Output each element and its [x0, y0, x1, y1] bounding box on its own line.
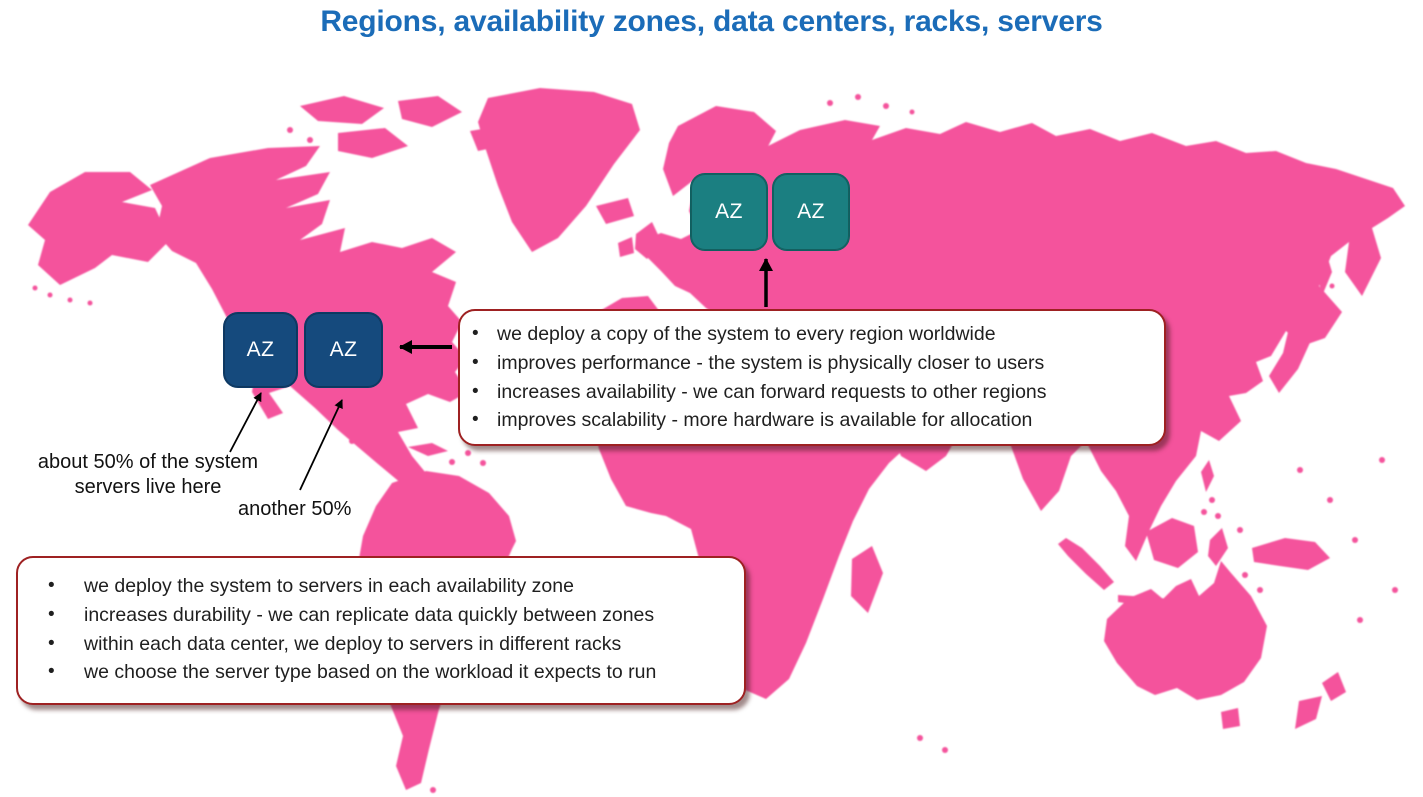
zone-deployment-list: we deploy the system to servers in each … [18, 558, 744, 687]
west-servers-note-line2: servers live here [74, 476, 222, 498]
west-servers-note-line1: about 50% of the system [37, 451, 259, 473]
bullet-item: we deploy a copy of the system to every … [472, 320, 1164, 349]
az-label: AZ [246, 338, 275, 361]
az-label: AZ [329, 338, 358, 361]
bullet-item: we deploy the system to servers in each … [48, 572, 744, 601]
callout-zone-deployment: we deploy the system to servers in each … [16, 556, 746, 705]
bullet-item: increases durability - we can replicate … [48, 601, 744, 630]
bullet-item: we choose the server type based on the w… [48, 658, 744, 687]
bullet-item: within each data center, we deploy to se… [48, 630, 744, 659]
bullet-item: improves performance - the system is phy… [472, 349, 1164, 378]
bullet-item: improves scalability - more hardware is … [472, 406, 1164, 435]
az-box-europe-1: AZ [690, 173, 768, 251]
az-box-na-2: AZ [304, 312, 383, 388]
east-servers-note: another 50% [238, 498, 352, 520]
region-benefits-list: we deploy a copy of the system to every … [460, 311, 1164, 435]
slide-title: Regions, availability zones, data center… [320, 5, 1103, 38]
callout-region-benefits: we deploy a copy of the system to every … [458, 309, 1166, 446]
az-box-europe-2: AZ [772, 173, 850, 251]
az-box-na-1: AZ [223, 312, 298, 388]
west-servers-note: about 50% of the system servers live her… [18, 450, 278, 500]
az-label: AZ [797, 200, 825, 223]
bullet-item: increases availability - we can forward … [472, 378, 1164, 407]
az-label: AZ [715, 200, 743, 223]
